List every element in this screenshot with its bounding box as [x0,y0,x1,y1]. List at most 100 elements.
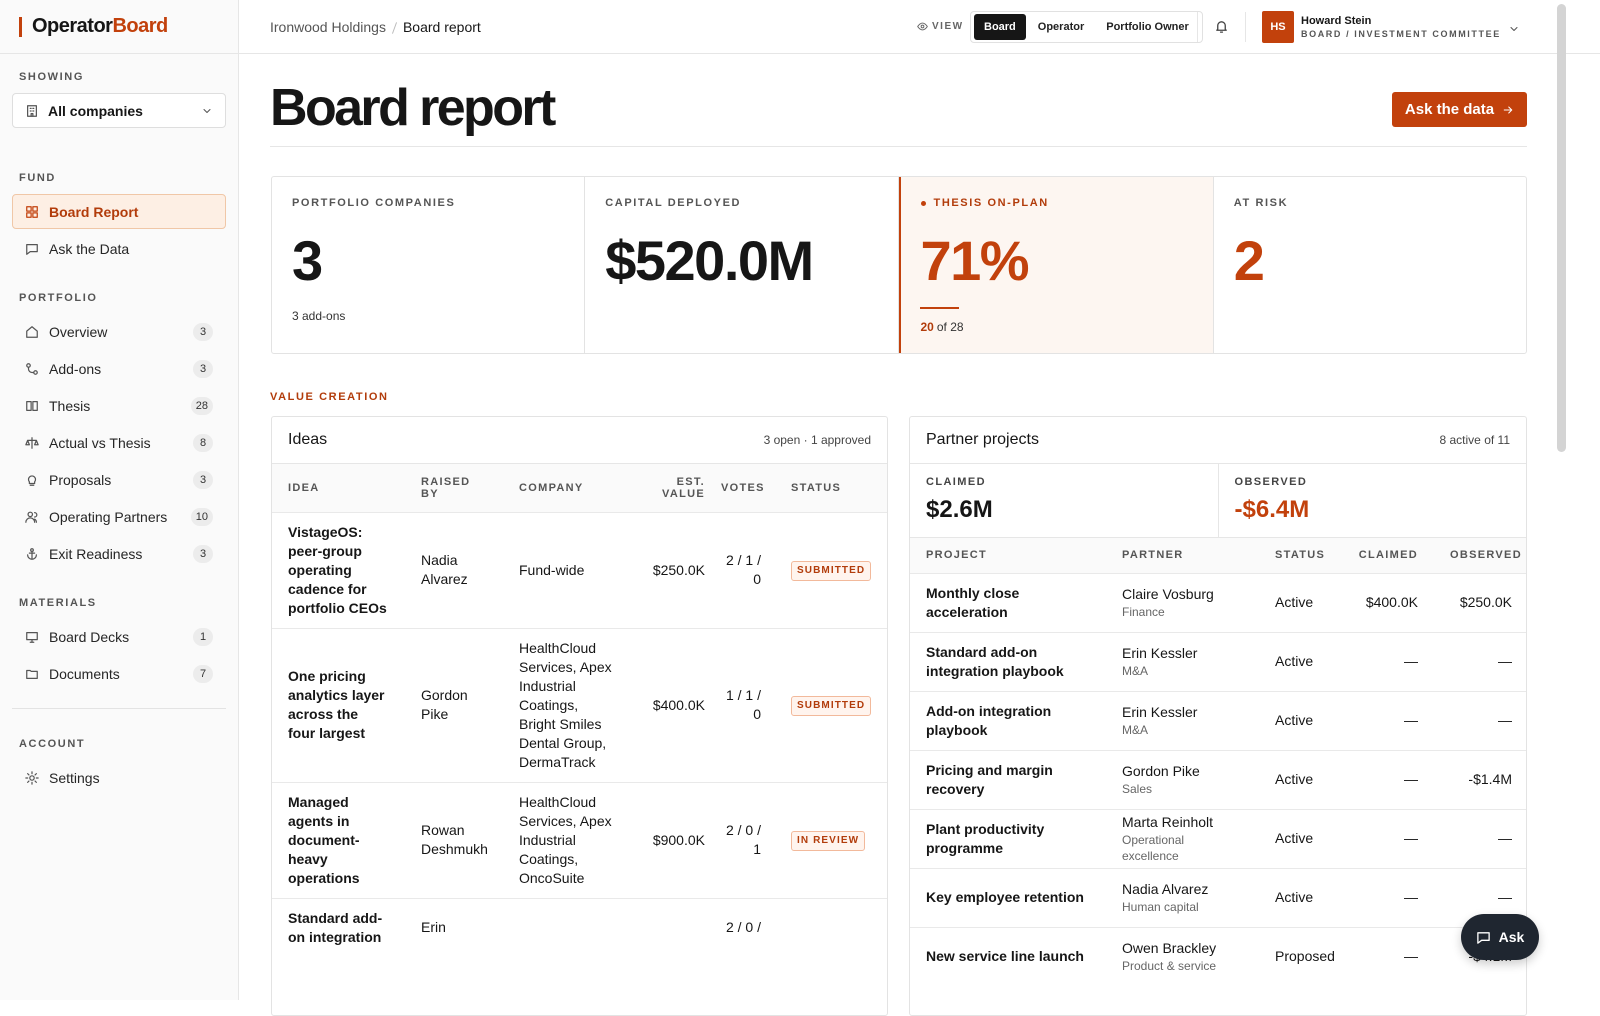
project-name: Plant productivity programme [910,808,1106,868]
kpi-dot [920,200,926,206]
project-row[interactable]: New service line launch Owen Brackley Prod… [910,926,1526,986]
icon-svg [25,511,38,523]
kpi-value: $520.0M [605,229,814,292]
idea-row[interactable]: One pricing analytics layer across the f… [272,627,887,782]
ask-data-button[interactable]: Ask the data [1392,92,1527,127]
idea-row[interactable]: Managed agents in document-heavy operati… [272,781,887,898]
company-select[interactable]: All companies [12,93,226,128]
view-toggle: Board Operator Portfolio Owner [970,11,1203,43]
partner-summary: CLAIMED $2.6M OBSERVED -$6.4M [910,464,1526,538]
nav-item[interactable]: Thesis 28 [12,388,226,423]
project-row[interactable]: Add-on integration playbook Erin Kessler M… [910,690,1526,750]
partner-cell: Gordon Pike Sales [1106,749,1259,809]
nav-item[interactable]: Documents 7 [12,656,226,691]
nav-item[interactable]: Ask the Data [12,231,226,266]
view-option[interactable]: Board [974,14,1026,40]
nav-item[interactable]: Board Report [12,194,226,229]
nav-item[interactable]: Exit Readiness 3 [12,536,226,571]
nav-item[interactable]: Add-ons 3 [12,351,226,386]
nav-item[interactable]: Settings [12,760,226,795]
status-cell: IN REVIEW [775,781,887,898]
cell: Fund-wide [503,511,629,628]
icon-shape [1510,26,1518,32]
cell: Nadia Alvarez [405,511,503,628]
kpi-note: 3 add-ons [292,309,345,323]
partner-cell: Marta Reinholt Operational excellence [1106,808,1259,868]
icon-svg [917,22,928,31]
project-row[interactable]: Key employee retention Nadia Alvarez Human… [910,867,1526,927]
idea-row[interactable]: VistageOS: peer-group operating cadence … [272,511,887,628]
cell: $900.0K [629,781,705,898]
partner-name: Owen Brackley [1122,940,1217,957]
partner-role: Sales [1122,782,1153,796]
ideas-table: IDEA RAISED BY COMPANY EST. VALUE VOTES STATU… [272,464,887,957]
nav-count: 8 [193,433,213,452]
cell: 2 / 0 / [705,897,775,957]
cell: Standard add-on integration [272,897,405,957]
icon [25,473,39,487]
icon-svg [26,669,38,679]
project-row[interactable]: Plant productivity programme Marta Reinho… [910,808,1526,868]
breadcrumb-item[interactable]: Ironwood Holdings [270,19,386,35]
project-row[interactable]: Monthly close acceleration Claire Vosburg… [910,572,1526,632]
kpi-card: THESIS ON-PLAN 71% 20 of 28 [898,177,1214,353]
cell: 2 / 0 / 1 [705,781,775,898]
icon-shape [29,638,35,643]
icon-svg [26,400,38,411]
summary-value: -$6.4M [1234,496,1310,523]
icon [1502,104,1514,116]
card-meta: 3 open · 1 approved [763,433,871,447]
column-header: RAISED BY [405,464,503,512]
nav-item[interactable]: Actual vs Thesis 8 [12,425,226,460]
avatar[interactable]: HS [1262,11,1294,43]
observed-value: $250.0K [1434,572,1526,632]
kpi-note: 20 of 28 [921,320,964,334]
kpi-label-text: AT RISK [1233,197,1289,209]
header-row: PROJECT PARTNER STATUS CLAIMED OBSERVED [910,538,1526,573]
project-row[interactable]: Standard add-on integration playbook Erin… [910,631,1526,691]
idea-row[interactable]: Standard add-on integration Erin 2 / 0 / [272,897,887,957]
icon-svg [203,108,211,113]
view-option[interactable]: Portfolio Owner [1106,21,1189,33]
notifications[interactable] [1214,19,1229,39]
user-role: BOARD / INVESTMENT COMMITTEE [1301,29,1501,39]
icon [25,630,39,644]
nav-item[interactable]: Overview 3 [12,314,226,349]
partner-name: Gordon Pike [1122,763,1200,779]
sidebar: Operator Board SHOWING All companies FUND Boa… [0,0,239,1000]
nav-label: Actual vs Thesis [49,434,151,451]
divider [270,146,1527,147]
cell: $250.0K [629,511,705,628]
kpi-bar [919,307,959,309]
icon-shape [32,211,38,218]
icon [1476,930,1491,945]
icon [1214,19,1229,34]
icon-shape [25,770,39,785]
section-label: ACCOUNT [19,738,86,750]
partner-card: Partner projects 8 active of 11 CLAIMED $2.… [909,416,1527,1016]
kpi-label-text: CAPITAL DEPLOYED [605,197,742,209]
nav-count: 1 [193,627,213,646]
kpi-card: AT RISK 2 [1214,177,1526,353]
view-option[interactable]: Operator [1037,21,1085,33]
nav-label: Documents [49,665,120,682]
observed-value: — [1434,690,1526,750]
project-row[interactable]: Pricing and margin recovery Gordon Pike Sa… [910,749,1526,809]
icon-shape [917,22,928,31]
nav-item[interactable]: Board Decks 1 [12,619,226,654]
partner-role: M&A [1122,664,1149,678]
user-menu[interactable] [1508,22,1520,40]
fab-label: Ask [1498,929,1525,945]
project-name: Add-on integration playbook [910,690,1106,750]
project-name: New service line launch [910,926,1106,986]
nav-item[interactable]: Proposals 3 [12,462,226,497]
icon-shape [26,243,38,255]
claimed-value: — [1341,690,1434,750]
ask-fab[interactable]: Ask [1461,914,1539,960]
nav-item[interactable]: Operating Partners 10 [12,499,226,534]
icon [25,436,39,450]
view-label: VIEW [917,21,964,32]
claimed-value: — [1341,926,1434,986]
nav-count: 7 [193,664,213,683]
